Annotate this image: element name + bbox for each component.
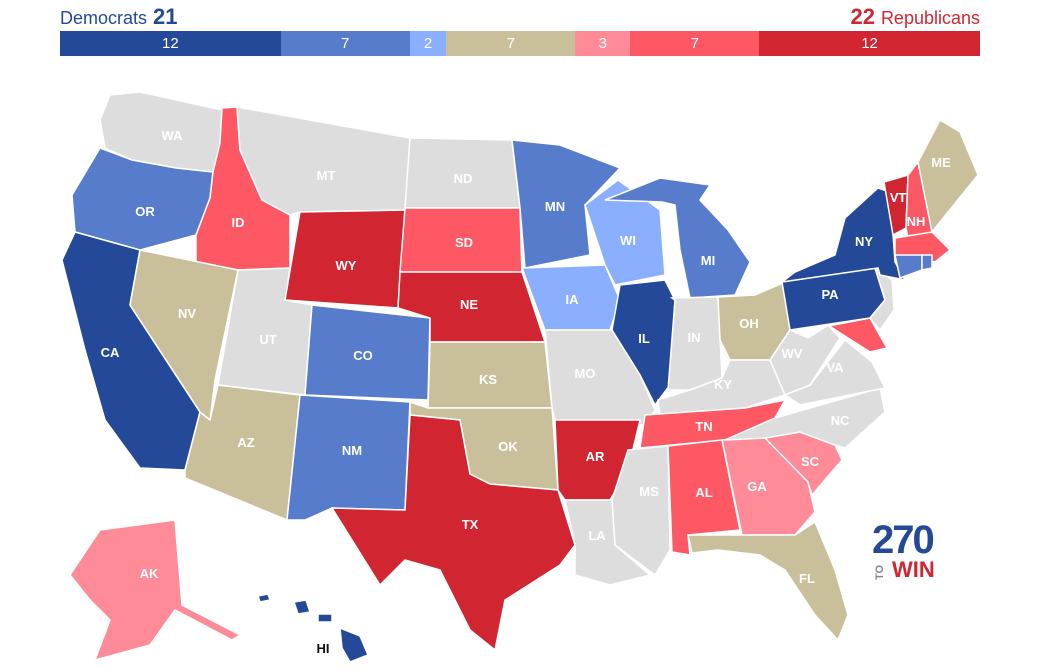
label-va: VA — [826, 360, 844, 375]
label-or: OR — [135, 204, 155, 219]
label-nd: ND — [454, 171, 473, 186]
democrats-total: Democrats 21 — [60, 4, 184, 31]
label-nh: NH — [907, 214, 926, 229]
label-ak: AK — [140, 566, 159, 581]
label-tn: TN — [695, 419, 712, 434]
label-ny: NY — [855, 234, 873, 249]
label-me: ME — [931, 155, 951, 170]
label-ks: KS — [479, 372, 497, 387]
label-in: IN — [688, 330, 701, 345]
label-sc: SC — [801, 454, 820, 469]
label-mi: MI — [701, 253, 715, 268]
label-hi: HI — [317, 641, 330, 656]
state-hi-2[interactable] — [293, 599, 311, 615]
tally-segment: 12 — [60, 31, 281, 56]
label-wv: WV — [782, 346, 803, 361]
republicans-label: Republicans — [880, 8, 980, 28]
label-mt: MT — [317, 168, 336, 183]
logo-to: TO — [874, 564, 886, 580]
state-mn[interactable] — [511, 139, 622, 269]
label-mo: MO — [575, 366, 596, 381]
label-ut: UT — [259, 332, 276, 347]
label-ok: OK — [498, 439, 518, 454]
label-mn: MN — [545, 199, 565, 214]
label-wy: WY — [336, 258, 357, 273]
label-fl: FL — [799, 571, 815, 586]
state-hi-4[interactable] — [339, 626, 369, 663]
state-hi-1[interactable] — [257, 593, 271, 603]
label-nc: NC — [831, 413, 850, 428]
label-wi: WI — [620, 233, 636, 248]
state-ak[interactable] — [69, 519, 242, 662]
tally-segment: 7 — [630, 31, 760, 56]
state-ny[interactable] — [779, 187, 907, 284]
state-wv[interactable] — [769, 324, 841, 396]
header: Democrats 21 22 Republicans — [60, 4, 980, 30]
state-wi[interactable] — [584, 179, 666, 286]
seat-tally-bar: 12 7 2 7 3 7 12 — [60, 31, 980, 56]
label-ar: AR — [586, 449, 605, 464]
tally-segment: 12 — [759, 31, 980, 56]
label-pa: PA — [821, 287, 839, 302]
label-vt: VT — [890, 190, 907, 205]
label-id: ID — [232, 215, 245, 230]
label-al: AL — [695, 485, 712, 500]
tally-segment: 7 — [446, 31, 576, 56]
state-mi[interactable] — [604, 177, 751, 299]
republicans-total: 22 Republicans — [844, 4, 980, 31]
label-ca: CA — [101, 345, 120, 360]
state-nc[interactable] — [724, 387, 886, 449]
label-ne: NE — [460, 297, 478, 312]
label-ms: MS — [639, 484, 659, 499]
logo-number: 270 — [872, 518, 935, 562]
state-tx[interactable] — [330, 414, 576, 652]
label-ky: KY — [714, 377, 732, 392]
state-ri[interactable] — [921, 254, 933, 271]
state-il[interactable] — [611, 279, 676, 407]
label-la: LA — [588, 528, 606, 543]
democrats-count: 21 — [153, 4, 178, 29]
label-nm: NM — [342, 443, 362, 458]
state-nj[interactable] — [869, 266, 895, 332]
tally-segment: 7 — [280, 31, 410, 56]
state-hi-3[interactable] — [317, 613, 333, 623]
state-me[interactable] — [917, 118, 979, 234]
republicans-count: 22 — [850, 4, 875, 29]
state-mt[interactable] — [236, 106, 411, 216]
label-wa: WA — [162, 128, 184, 143]
us-map: WA OR CA ID NV MT WY UT AZ CO NM ND SD N… — [61, 91, 979, 663]
label-sd: SD — [455, 235, 473, 250]
logo-win: WIN — [892, 557, 935, 582]
label-az: AZ — [237, 435, 254, 450]
tally-segment: 3 — [575, 31, 631, 56]
270towin-logo[interactable]: 270 TO WIN — [872, 518, 952, 588]
label-oh: OH — [739, 316, 759, 331]
label-tx: TX — [462, 517, 479, 532]
democrats-label: Democrats — [60, 8, 148, 28]
state-fl[interactable] — [687, 520, 849, 642]
label-ga: GA — [747, 479, 767, 494]
label-ia: IA — [566, 292, 580, 307]
label-co: CO — [353, 348, 373, 363]
label-il: IL — [638, 331, 650, 346]
label-nv: NV — [178, 306, 196, 321]
state-ct[interactable] — [894, 254, 923, 279]
tally-segment: 2 — [409, 31, 447, 56]
